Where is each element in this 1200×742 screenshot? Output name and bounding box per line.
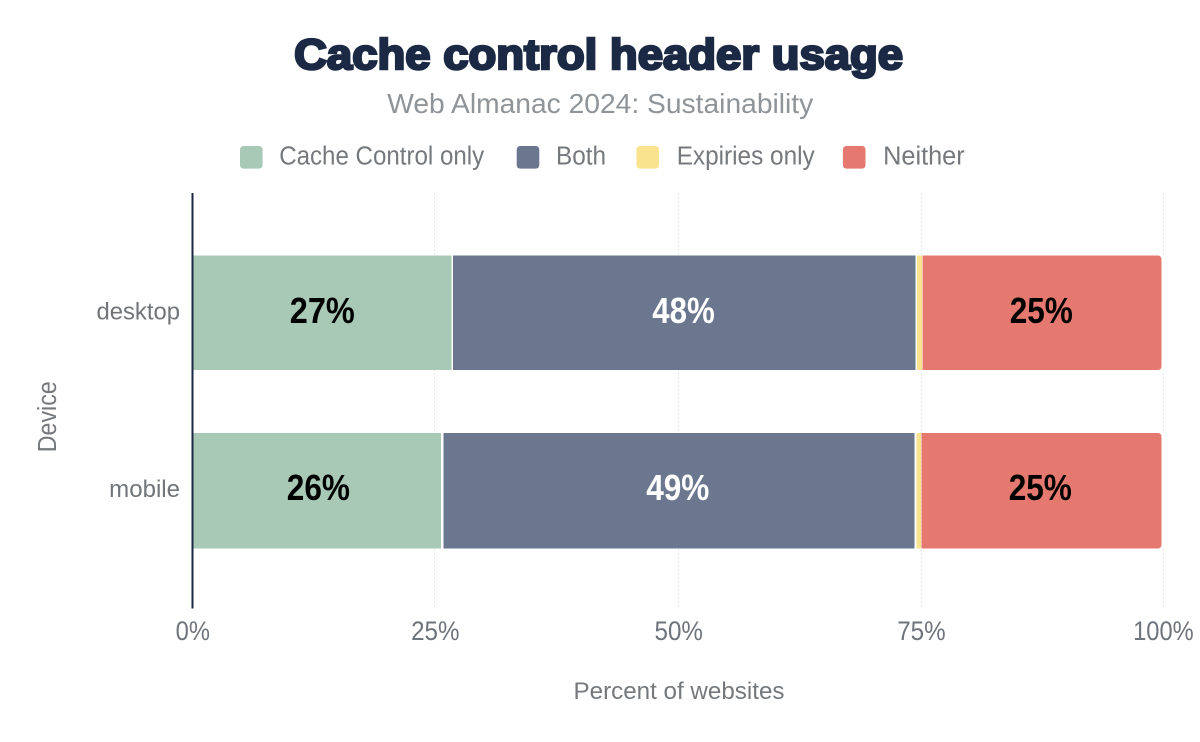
svg-text:48%: 48%: [652, 290, 715, 331]
svg-text:26%: 26%: [287, 467, 350, 508]
svg-text:Neither: Neither: [883, 143, 965, 171]
svg-text:75%: 75%: [897, 616, 945, 646]
svg-text:0%: 0%: [176, 616, 210, 646]
svg-text:25%: 25%: [1009, 467, 1072, 508]
svg-text:100%: 100%: [1133, 616, 1194, 646]
svg-text:25%: 25%: [1010, 290, 1073, 331]
svg-text:27%: 27%: [290, 290, 355, 331]
svg-text:Both: Both: [556, 143, 606, 171]
svg-text:Expiries only: Expiries only: [677, 143, 815, 171]
svg-text:Web Almanac 2024: Sustainabili: Web Almanac 2024: Sustainability: [387, 88, 813, 119]
svg-text:desktop: desktop: [97, 299, 181, 326]
svg-text:25%: 25%: [411, 616, 459, 646]
svg-text:Cache control header usage: Cache control header usage: [294, 32, 903, 79]
svg-text:Percent of websites: Percent of websites: [574, 678, 785, 705]
svg-text:Device: Device: [34, 381, 62, 452]
svg-text:mobile: mobile: [109, 476, 180, 503]
svg-text:Cache Control only: Cache Control only: [279, 143, 484, 171]
svg-text:49%: 49%: [646, 467, 709, 508]
svg-text:50%: 50%: [655, 616, 703, 646]
